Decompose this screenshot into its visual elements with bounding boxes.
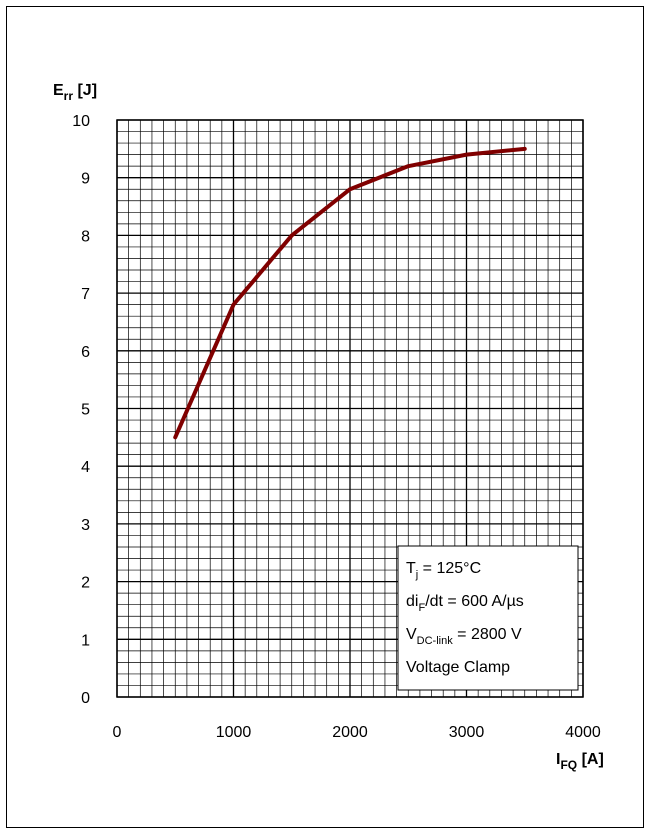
y-axis-title: Err [J] [53,82,97,103]
y-tick-labels: 0 1 2 3 4 5 6 7 8 9 10 [72,113,90,707]
x-axis-title-unit: [A] [577,751,604,768]
condition-line-clamp: Voltage Clamp [406,659,510,676]
y-axis-title-main: E [53,82,64,99]
x-tick-label: 3000 [449,724,485,741]
plot-area-border [116,119,584,698]
y-tick-label: 10 [72,113,90,130]
x-tick-label: 1000 [216,724,252,741]
x-tick-label: 2000 [332,724,368,741]
y-tick-label: 9 [81,171,90,188]
y-tick-label: 8 [81,228,90,245]
series-layer [173,146,527,440]
y-tick-label: 6 [81,344,90,361]
y-axis-title-sub: rr [64,89,74,103]
condition-line-tj: Tj = 125°C [406,560,481,581]
condition-line-vdc: VDC-link = 2800 V [406,626,522,647]
x-axis-title-sub: FQ [560,758,577,772]
y-tick-label: 2 [81,575,90,592]
y-axis-title-unit: [J] [73,82,97,99]
x-tick-label: 4000 [565,724,601,741]
x-tick-labels: 0 1000 2000 3000 4000 [113,724,601,741]
y-tick-label: 0 [81,690,90,707]
y-tick-label: 5 [81,402,90,419]
x-tick-label: 0 [113,724,122,741]
y-tick-label: 3 [81,517,90,534]
chart-frame [6,6,644,828]
conditions-box-border [397,545,579,691]
y-tick-label: 4 [81,459,90,476]
y-tick-label: 7 [81,286,90,303]
y-tick-label: 1 [81,632,90,649]
condition-line-didt: diF/dt = 600 A/µs [406,593,524,614]
x-axis-title-main: I [556,751,560,768]
x-axis-title: IFQ [A] [556,751,604,772]
conditions-box: Tj = 125°C diF/dt = 600 A/µs VDC-link = … [397,545,579,691]
